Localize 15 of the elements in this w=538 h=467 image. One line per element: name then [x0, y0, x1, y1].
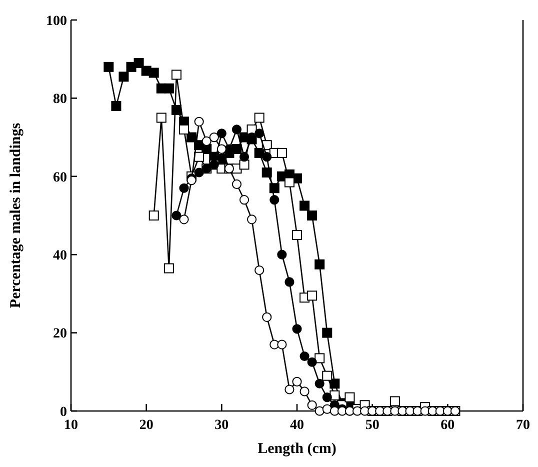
y-tick-label: 40 — [53, 248, 67, 264]
x-tick-label: 40 — [290, 418, 304, 433]
x-tick-label: 10 — [64, 418, 78, 433]
x-axis-title: Length (cm) — [258, 441, 336, 457]
y-tick-label: 60 — [53, 170, 67, 186]
x-tick-label: 60 — [440, 418, 455, 433]
x-tick-label: 50 — [365, 418, 380, 433]
y-tick-label: 20 — [53, 326, 67, 342]
y-tick-label: 0 — [60, 404, 67, 420]
x-tick-label: 30 — [214, 418, 229, 433]
y-tick-label: 100 — [46, 14, 67, 29]
y-tick-label: 80 — [53, 92, 67, 108]
x-tick-label: 70 — [516, 418, 530, 433]
y-axis-title: Percentage males in landings — [8, 122, 24, 308]
x-tick-label: 20 — [139, 418, 154, 433]
